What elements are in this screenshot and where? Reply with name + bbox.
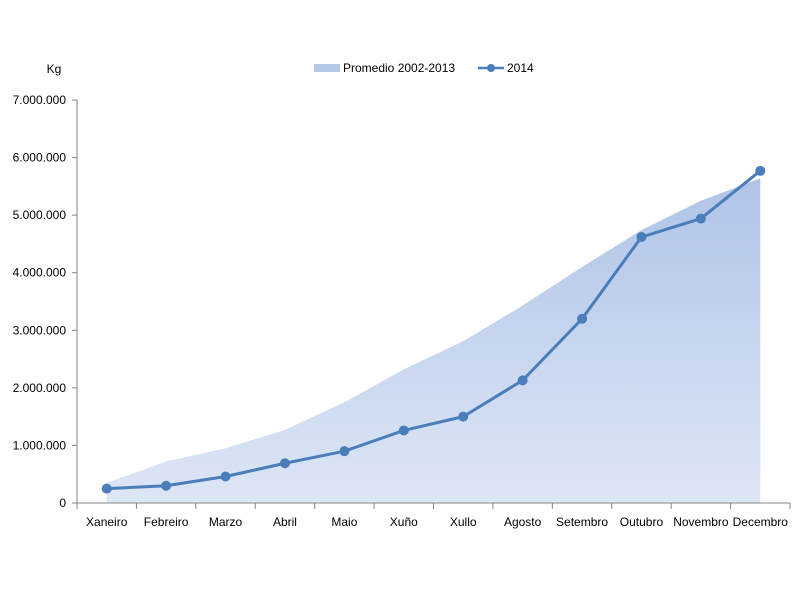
legend-label-line: 2014: [507, 61, 534, 75]
x-tick-label: Marzo: [209, 515, 243, 529]
line-point-2014: [220, 471, 231, 482]
line-point-2014: [279, 458, 290, 469]
line-point-2014: [695, 213, 706, 224]
legend-swatch-marker: [487, 64, 495, 72]
x-tick-label: Abril: [273, 515, 297, 529]
x-tick-label: Xaneiro: [86, 515, 128, 529]
x-tick-label: Setembro: [556, 515, 608, 529]
y-tick-label: 0: [59, 496, 66, 510]
y-axis-unit-label: Kg: [47, 62, 62, 76]
y-tick-label: 6.000.000: [13, 151, 67, 165]
x-tick-label: Novembro: [673, 515, 729, 529]
line-point-2014: [161, 480, 172, 491]
y-tick-label: 2.000.000: [13, 381, 67, 395]
y-tick-label: 7.000.000: [13, 93, 67, 107]
x-tick-label: Xullo: [450, 515, 477, 529]
line-point-2014: [577, 313, 588, 324]
legend: Promedio 2002-2013 2014: [314, 61, 534, 75]
x-tick-label: Outubro: [620, 515, 664, 529]
x-tick-label: Agosto: [504, 515, 542, 529]
y-tick-label: 5.000.000: [13, 208, 67, 222]
legend-label-area: Promedio 2002-2013: [343, 61, 455, 75]
y-tick-label: 1.000.000: [13, 438, 67, 452]
x-tick-label: Xuño: [390, 515, 418, 529]
x-tick-label: Maio: [331, 515, 357, 529]
line-point-2014: [636, 232, 647, 243]
legend-swatch-area: [314, 64, 340, 72]
x-tick-labels: Xaneiro Febreiro Marzo Abril Maio Xuño Xullo Ag…: [86, 515, 788, 529]
y-tick-label: 4.000.000: [13, 266, 67, 280]
y-tick-label: 3.000.000: [13, 323, 67, 337]
area-series-layer: [106, 178, 761, 503]
line-series-2014: [106, 169, 762, 491]
line-point-2014: [398, 425, 409, 436]
y-tick-labels: 0 1.000.000 2.000.000 3.000.000 4.000.000 5.0…: [13, 93, 67, 510]
area-series-fill: [106, 178, 761, 503]
line-point-2014: [517, 375, 528, 386]
line-point-2014: [101, 483, 112, 494]
line-point-2014: [339, 446, 350, 457]
line-point-2014: [458, 411, 469, 422]
axes-layer: [72, 99, 791, 509]
x-tick-label: Decembro: [733, 515, 789, 529]
line-series-layer: [101, 165, 766, 494]
line-point-2014: [755, 165, 766, 176]
x-tick-label: Febreiro: [144, 515, 189, 529]
